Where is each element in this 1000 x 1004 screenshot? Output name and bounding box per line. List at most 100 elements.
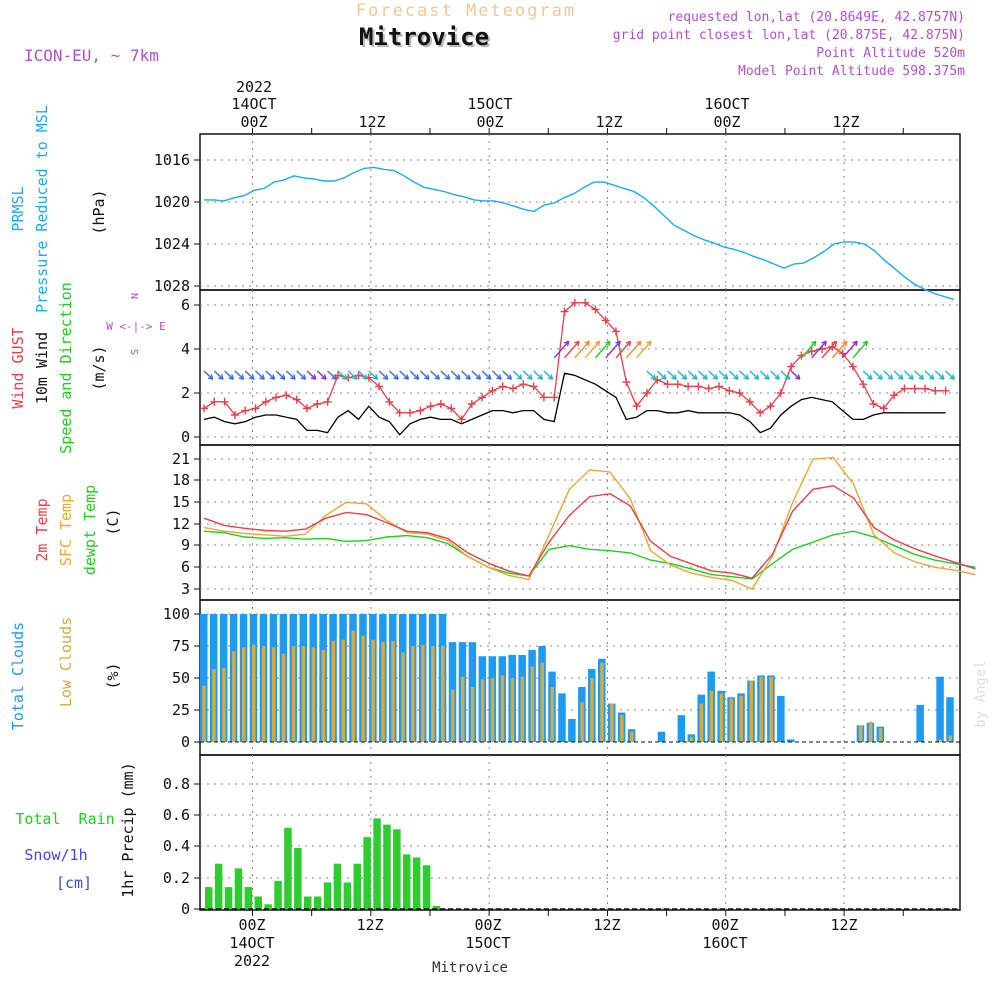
wind-arrow-head	[310, 374, 317, 380]
wind-arrow	[430, 370, 440, 380]
low-cloud-bar	[311, 647, 316, 742]
wind-arrow	[327, 370, 337, 380]
wind-arrow-head	[351, 374, 358, 380]
low-cloud-bar	[769, 676, 773, 742]
wind-arrow-head	[841, 340, 848, 347]
dewpt-line	[203, 530, 976, 580]
wind-arrow-head	[794, 374, 801, 380]
low-cloud-bar	[212, 669, 216, 742]
y-tick-label: 0	[181, 733, 190, 751]
gust-marker	[725, 386, 734, 395]
gust-marker	[869, 400, 878, 408]
point-altitude: Point Altitude 520m	[816, 46, 965, 61]
low-cloud-bar	[301, 646, 306, 742]
gust-marker	[745, 397, 754, 406]
gust-marker	[776, 389, 785, 397]
gust-marker	[385, 397, 394, 406]
wind-arrow	[584, 340, 601, 359]
rain-bar	[432, 905, 441, 909]
y-tick-label: 1028	[154, 277, 190, 295]
wind-arrow	[244, 370, 255, 380]
rain-bar	[274, 880, 282, 909]
c-label: (C)	[104, 508, 122, 535]
wind-arrow	[378, 370, 389, 380]
gust-marker	[581, 298, 590, 307]
wind-arrow-head	[527, 374, 533, 380]
wind-arrow	[234, 370, 245, 380]
wind-arrow-head	[615, 340, 621, 347]
low-cloud-bar	[242, 647, 246, 742]
gust-label: Wind GUST	[9, 327, 27, 408]
rain-bar	[403, 854, 411, 909]
wind-arrow	[800, 340, 817, 359]
wind-arrow-head	[635, 340, 642, 347]
wind-arrow-head	[784, 374, 791, 380]
ms-label: (m/s)	[90, 345, 108, 390]
wind-arrow	[265, 370, 276, 380]
wind-arrow	[903, 370, 914, 380]
gust-marker	[642, 389, 651, 397]
low-cloud-bar	[938, 739, 942, 742]
requested-coords: requested lon,lat (20.8649E, 42.8757N)	[668, 10, 965, 25]
gust-marker	[859, 380, 868, 389]
compass-n: N	[130, 293, 141, 299]
low-cloud-bar	[331, 640, 336, 742]
total-cloud-bar	[916, 704, 924, 742]
wind-arrow	[512, 370, 523, 380]
bottom-hour-2: 12Z	[356, 916, 383, 934]
low-cloud-bar	[550, 686, 554, 742]
wind-arrow	[677, 370, 688, 380]
panel-frame	[199, 444, 961, 601]
wind-arrow	[440, 370, 451, 380]
title-faded: Forecast Meteogram	[356, 1, 576, 21]
y-tick-label: 3	[181, 580, 190, 598]
gust-marker	[447, 404, 456, 413]
wind-arrow-head	[207, 374, 214, 380]
gust-marker	[292, 395, 301, 404]
rain-bar	[224, 887, 233, 909]
rain-bar	[244, 887, 253, 909]
wind-arrow	[574, 340, 590, 359]
footer-location: Mitrovice	[432, 960, 508, 976]
wind-arrow	[275, 370, 286, 380]
gust-marker	[488, 386, 497, 395]
gust-marker	[519, 380, 528, 389]
wind-arrow	[224, 370, 234, 380]
low-cloud-bar	[749, 680, 753, 742]
wind-arrow-head	[681, 374, 688, 380]
bottom-hour-5: 00Z	[711, 916, 738, 934]
low-cloud-bar	[381, 642, 385, 742]
gust-marker	[694, 382, 703, 391]
low-cloud-bar	[251, 644, 256, 742]
gust-marker	[879, 404, 888, 413]
low-cloud-bar	[431, 646, 435, 742]
wind-arrow-head	[821, 340, 827, 347]
wind-arrow	[399, 370, 409, 380]
wind-arrow-head	[444, 374, 451, 380]
gust-marker	[539, 393, 548, 402]
gust-marker	[323, 397, 332, 406]
tsfc-label: SFC Temp	[57, 494, 75, 566]
compass-s: S	[130, 349, 141, 355]
top-date-1: 14OCT	[231, 95, 276, 113]
gust-marker	[251, 404, 260, 413]
gust-marker	[622, 378, 631, 386]
gust-marker	[210, 397, 219, 406]
top-hour-6: 12Z	[832, 113, 859, 131]
gust-marker	[715, 382, 723, 391]
speed-dir-label: Speed and Direction	[57, 282, 75, 454]
wind-arrow	[811, 340, 827, 359]
total-cloud-bar	[677, 715, 686, 742]
wind-arrow-head	[547, 374, 554, 380]
panel-frame	[199, 289, 961, 446]
gust-marker	[910, 384, 919, 393]
prmsl-label: PRMSL	[9, 186, 27, 231]
wind-arrow-head	[413, 374, 420, 380]
low-cloud-bar	[600, 662, 604, 742]
wind-arrow	[533, 370, 543, 380]
top-hour-1: 00Z	[240, 113, 267, 131]
y-tick-label: 0.8	[163, 775, 190, 793]
snow-unit-label: [cm]	[56, 874, 92, 892]
wind-arrow	[873, 370, 883, 380]
low-cloud-bar	[222, 667, 226, 742]
